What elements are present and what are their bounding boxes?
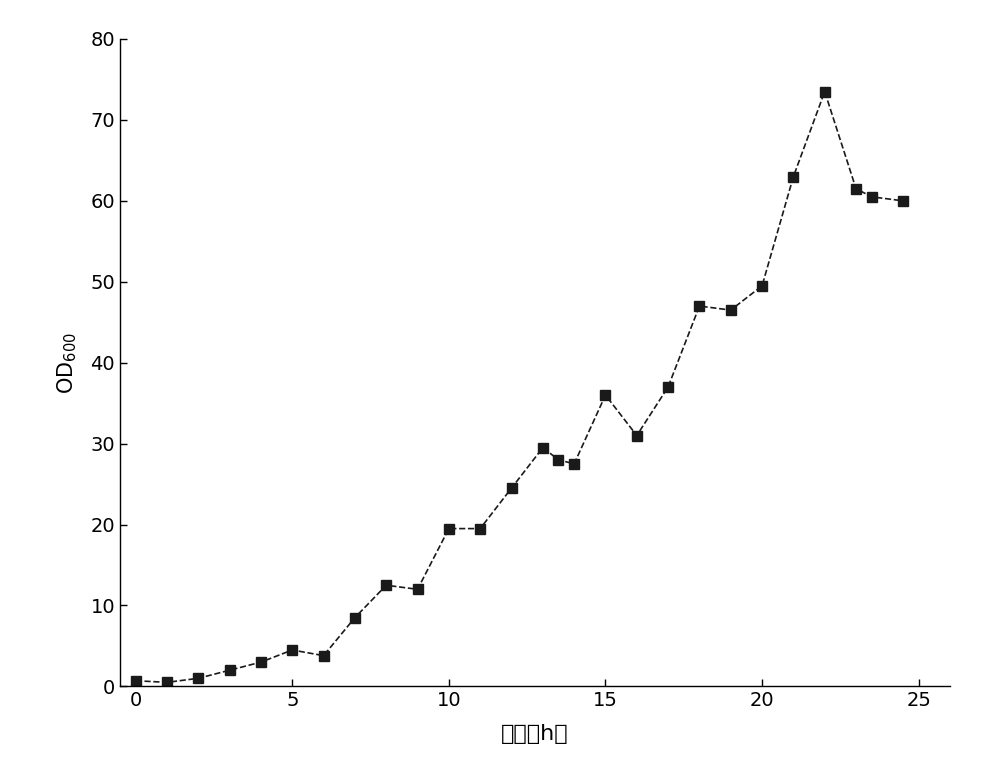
X-axis label: 时间（h）: 时间（h） (501, 724, 569, 744)
Y-axis label: OD$_{600}$: OD$_{600}$ (56, 332, 79, 394)
